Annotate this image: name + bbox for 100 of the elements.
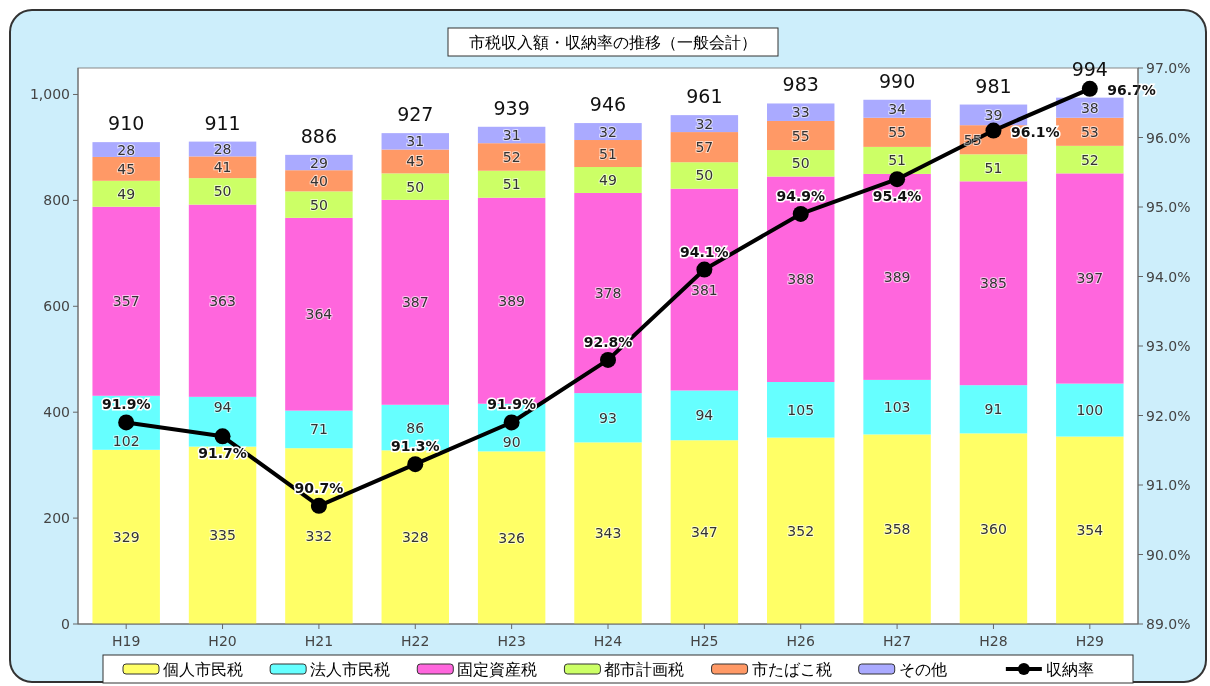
bar	[92, 449, 160, 624]
data-label: 102	[112, 432, 140, 449]
data-label: 357	[112, 293, 140, 310]
bar	[574, 393, 642, 443]
data-label: 45	[117, 160, 136, 177]
total-label: 994	[1071, 57, 1108, 80]
data-label: 33	[791, 104, 810, 121]
data-label: 94	[695, 407, 714, 424]
data-label: 103	[883, 399, 911, 416]
point	[407, 456, 424, 473]
y2-tick-label: 91.0%	[1146, 477, 1191, 493]
data-label: 41	[213, 159, 232, 176]
bar	[767, 150, 835, 177]
data-label: 354	[1076, 522, 1104, 539]
y-tick-label: 1,000	[29, 86, 70, 103]
bar	[285, 410, 353, 449]
y2-tick-label: 94.0%	[1146, 268, 1191, 285]
legend-label: 個人市民税	[163, 660, 243, 679]
data-label: 91.3%	[390, 438, 440, 455]
data-label: 50	[695, 167, 714, 184]
chart-title: 市税収入額・収納率の推移（一般会計）	[469, 33, 757, 52]
data-label: 378	[594, 285, 622, 302]
data-label: 90	[502, 434, 521, 451]
point	[696, 261, 713, 278]
bar	[863, 173, 931, 380]
data-label: 329	[112, 528, 140, 545]
x-tick-label: H23	[497, 633, 526, 649]
x-tick-label: H29	[1075, 633, 1104, 649]
data-label: 328	[401, 529, 429, 546]
data-label: 51	[599, 145, 617, 162]
data-label: 90.7%	[294, 479, 344, 496]
legend-label: 法人市民税	[310, 660, 391, 679]
bar	[670, 390, 739, 441]
data-label: 51	[984, 159, 1003, 176]
point	[792, 205, 809, 222]
data-label: 343	[594, 525, 622, 542]
point	[1081, 80, 1098, 97]
y2-tick-label: 89.0%	[1146, 616, 1191, 632]
bar	[285, 217, 353, 411]
data-label: 96.7%	[1107, 81, 1156, 98]
data-label: 94	[213, 398, 232, 415]
data-label: 360	[980, 520, 1007, 537]
data-label: 385	[980, 275, 1007, 292]
y-tick-label: 600	[43, 298, 70, 315]
total-label: 910	[108, 112, 145, 135]
data-label: 105	[787, 401, 815, 418]
data-label: 91.7%	[198, 445, 247, 462]
bar	[1056, 436, 1124, 624]
data-label: 332	[305, 528, 333, 545]
data-label: 93	[599, 409, 617, 426]
data-label: 51	[502, 176, 521, 193]
bar	[188, 446, 257, 624]
data-label: 389	[498, 292, 525, 309]
data-label: 29	[310, 154, 328, 171]
y-tick-label: 200	[43, 510, 70, 527]
data-label: 347	[691, 524, 718, 541]
data-label: 53	[1080, 123, 1099, 140]
data-label: 358	[883, 521, 911, 538]
total-label: 946	[589, 93, 627, 116]
data-label: 39	[984, 106, 1003, 123]
legend-label: 都市計画税	[604, 660, 685, 679]
bar	[381, 450, 449, 624]
y-tick-label: 800	[43, 192, 70, 209]
x-tick-label: H22	[401, 633, 430, 649]
bar	[477, 143, 546, 171]
data-label: 95.4%	[872, 188, 922, 205]
point	[310, 497, 327, 514]
data-label: 34	[888, 100, 907, 117]
data-label: 45	[406, 153, 425, 170]
total-label: 990	[878, 69, 916, 92]
y-tick-label: 0	[61, 616, 70, 632]
bar	[670, 162, 739, 189]
total-label: 886	[300, 124, 338, 147]
bar	[863, 117, 931, 147]
legend-label: 固定資産税	[457, 660, 538, 679]
data-label: 52	[502, 148, 521, 165]
y2-tick-label: 95.0%	[1146, 199, 1191, 215]
point	[889, 171, 906, 188]
bar	[92, 156, 160, 181]
bar	[670, 188, 739, 391]
bar	[670, 440, 739, 624]
bar	[959, 154, 1028, 182]
y2-tick-label: 92.0%	[1146, 407, 1191, 424]
data-label: 52	[1080, 151, 1099, 168]
bar	[1056, 173, 1124, 384]
x-tick-label: H28	[979, 633, 1008, 649]
total-label: 961	[686, 85, 723, 108]
data-label: 91	[984, 401, 1003, 418]
total-label: 983	[782, 73, 819, 96]
legend-label: 市たばこ税	[751, 660, 832, 679]
y2-tick-label: 97.0%	[1146, 60, 1191, 76]
total-label: 939	[493, 96, 530, 119]
data-label: 51	[888, 152, 906, 169]
y-tick-label: 400	[43, 404, 70, 421]
data-label: 388	[787, 271, 815, 288]
data-label: 326	[498, 529, 526, 546]
y2-tick-label: 90.0%	[1146, 546, 1191, 563]
data-label: 335	[209, 527, 236, 544]
bar	[285, 191, 353, 218]
y2-tick-label: 93.0%	[1146, 338, 1191, 354]
